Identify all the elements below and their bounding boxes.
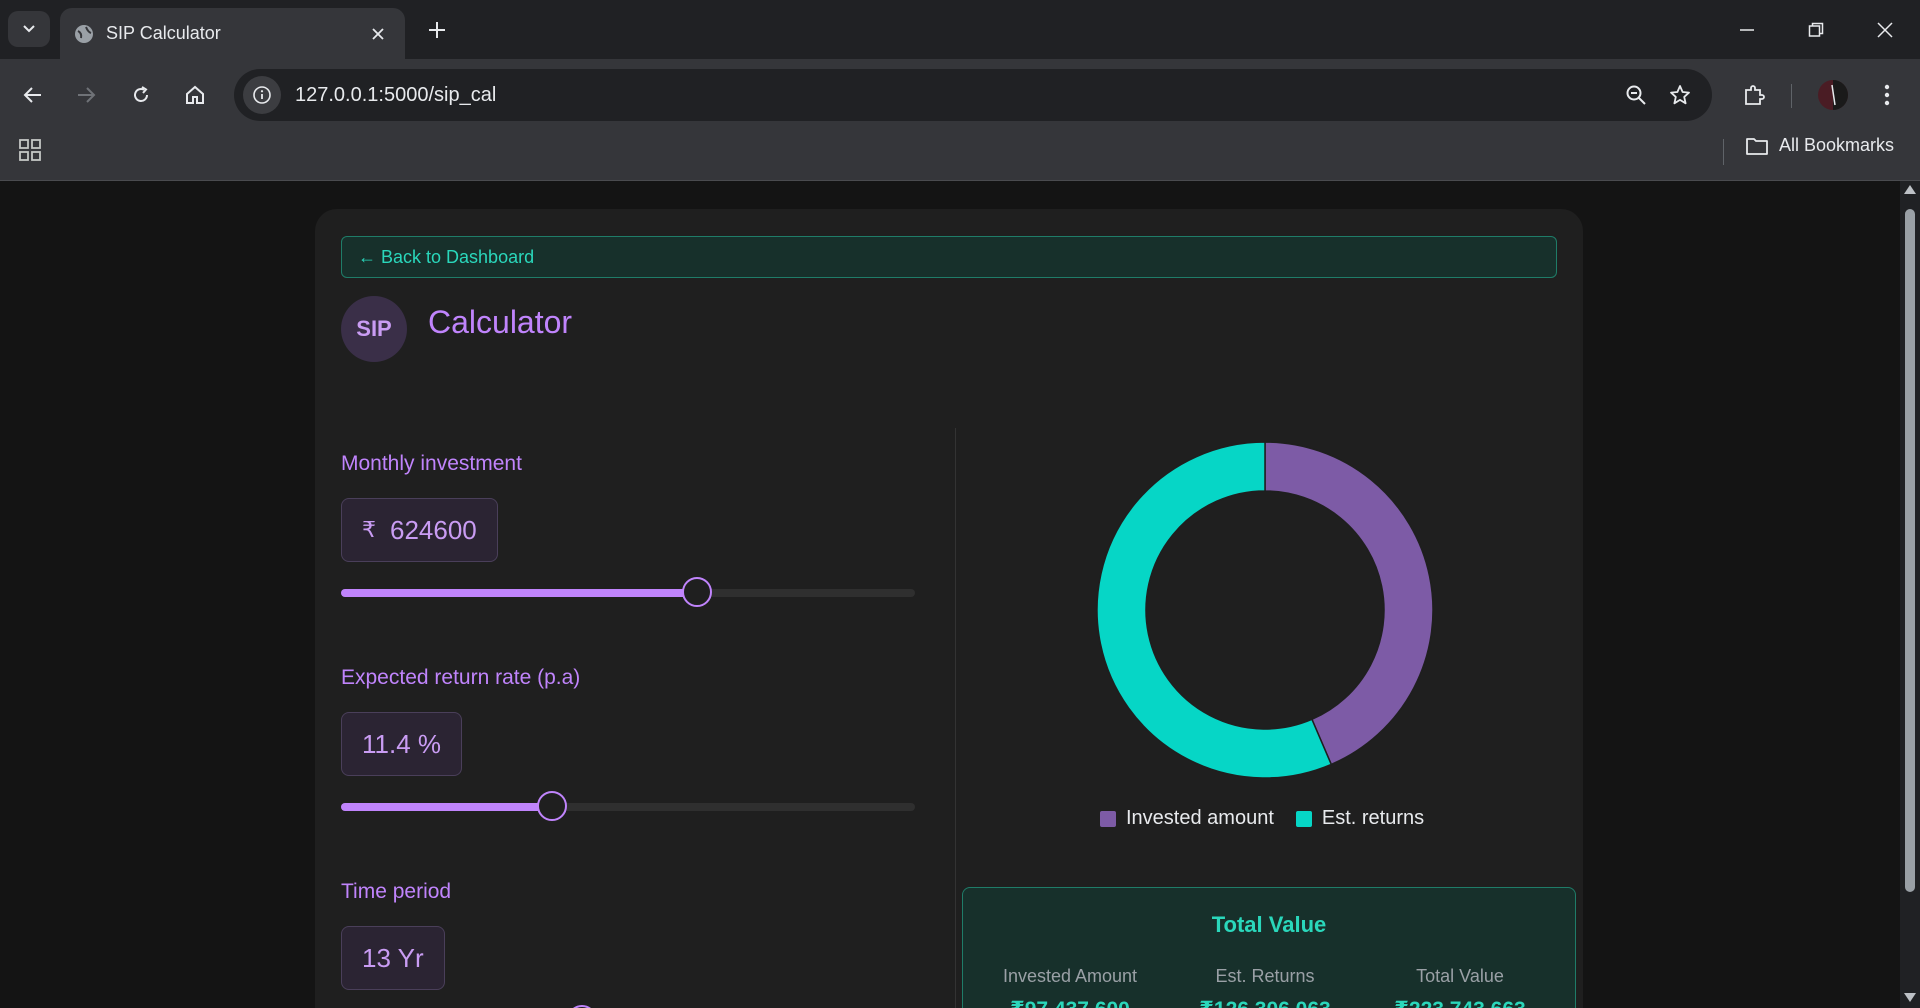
legend-swatch-invested	[1100, 810, 1116, 827]
chart-legend: Invested amount Est. returns	[1100, 807, 1424, 830]
summary-invested-value: ₹97,437,600	[970, 997, 1170, 1008]
summary-invested-label: Invested Amount	[1002, 966, 1138, 986]
donut-slice-returns[interactable]	[1096, 441, 1333, 779]
zoom-button[interactable]	[1614, 75, 1658, 115]
zoom-out-icon	[1626, 85, 1646, 105]
summary-returns-value: ₹126,306,063	[1165, 997, 1365, 1008]
summary-returns-label: Est. Returns	[1215, 966, 1315, 986]
slider-thumb[interactable]	[536, 791, 567, 821]
summary-title: Total Value	[1211, 912, 1327, 937]
back-to-dashboard-link[interactable]: ← Back to Dashboard	[341, 236, 1557, 278]
bookmarks-separator	[1723, 139, 1724, 165]
tab-search-button[interactable]	[8, 11, 50, 47]
star-icon	[1670, 85, 1690, 105]
all-bookmarks-button[interactable]: All Bookmarks	[1745, 135, 1894, 156]
sip-donut-chart	[1096, 441, 1434, 779]
reload-icon	[134, 86, 148, 102]
profile-button[interactable]	[1813, 75, 1853, 115]
time-period-input[interactable]: 13 Yr	[341, 926, 445, 990]
column-divider	[955, 428, 956, 1008]
sip-badge: SIP	[341, 296, 407, 362]
menu-button[interactable]	[1867, 75, 1907, 115]
arrow-right-icon	[78, 87, 96, 103]
more-vertical-icon	[1884, 84, 1890, 106]
return-rate-input[interactable]: 11.4 %	[341, 712, 463, 776]
currency-symbol: ₹	[362, 517, 376, 542]
close-icon	[372, 27, 384, 40]
return-rate-value: 11.4 %	[362, 728, 442, 759]
arrow-left-icon	[23, 87, 41, 103]
url-text[interactable]: 127.0.0.1:5000/sip_cal	[295, 83, 497, 106]
tab-strip: SIP Calculator	[0, 0, 1920, 59]
monthly-investment-input[interactable]: ₹ 624600	[341, 498, 498, 562]
donut-slice-invested[interactable]	[1264, 441, 1434, 766]
address-bar[interactable]: 127.0.0.1:5000/sip_cal	[234, 69, 1712, 121]
bookmark-star-button[interactable]	[1658, 75, 1702, 115]
home-icon	[186, 85, 204, 104]
tab-title: SIP Calculator	[106, 23, 221, 43]
legend-swatch-returns	[1295, 810, 1312, 827]
total-value-summary: Total Value Invested Amount ₹97,437,600 …	[962, 887, 1576, 1008]
return-rate-label: Expected return rate (p.a)	[341, 666, 581, 689]
page-title: Calculator	[428, 304, 573, 340]
tab-close-button[interactable]	[365, 21, 391, 47]
time-period-value: 13 Yr	[362, 942, 424, 973]
bookmarks-bar: All Bookmarks	[0, 121, 1920, 181]
close-window-button[interactable]	[1860, 10, 1910, 50]
new-tab-button[interactable]	[420, 13, 454, 47]
close-icon	[1877, 22, 1893, 38]
info-icon	[253, 86, 271, 104]
slider-fill	[341, 589, 697, 597]
apps-grid-icon	[19, 139, 41, 161]
return-rate-slider[interactable]	[341, 791, 915, 821]
home-button[interactable]	[175, 75, 215, 115]
minimize-button[interactable]	[1722, 10, 1772, 50]
apps-button[interactable]	[16, 136, 44, 164]
scroll-down-arrow[interactable]	[1904, 993, 1916, 1002]
puzzle-icon	[1745, 85, 1765, 105]
summary-invested: Invested Amount ₹97,437,600	[970, 966, 1170, 1008]
scroll-up-arrow[interactable]	[1904, 185, 1916, 194]
minimize-icon	[1740, 29, 1754, 31]
back-button[interactable]	[13, 75, 53, 115]
reload-button[interactable]	[121, 75, 161, 115]
monthly-investment-value: 624600	[390, 514, 477, 545]
legend-invested[interactable]: Invested amount	[1100, 807, 1274, 830]
summary-returns: Est. Returns ₹126,306,063	[1165, 966, 1365, 1008]
scroll-thumb[interactable]	[1905, 209, 1915, 892]
page-viewport: ← Back to Dashboard SIP Calculator Month…	[0, 181, 1900, 1008]
folder-icon	[1746, 137, 1768, 155]
chevron-down-icon	[23, 25, 35, 33]
legend-label-returns: Est. returns	[1321, 807, 1425, 829]
monthly-investment-label: Monthly investment	[341, 452, 522, 475]
restore-icon	[1808, 22, 1824, 37]
calculator-card: ← Back to Dashboard SIP Calculator Month…	[315, 209, 1583, 1008]
extensions-button[interactable]	[1734, 75, 1774, 115]
plus-icon	[429, 22, 445, 38]
globe-icon	[75, 24, 93, 43]
restore-button[interactable]	[1791, 10, 1841, 50]
monthly-investment-slider[interactable]	[341, 577, 915, 607]
all-bookmarks-label: All Bookmarks	[1779, 135, 1895, 155]
forward-button[interactable]	[66, 75, 106, 115]
slider-fill	[341, 803, 552, 811]
summary-total-label: Total Value	[1416, 966, 1504, 986]
active-tab[interactable]: SIP Calculator	[60, 8, 405, 59]
time-period-label: Time period	[341, 880, 452, 903]
legend-returns[interactable]: Est. returns	[1295, 807, 1425, 830]
summary-total: Total Value ₹223,743,663	[1360, 966, 1560, 1008]
toolbar-separator	[1791, 84, 1792, 108]
avatar	[1818, 80, 1848, 110]
site-info-button[interactable]	[243, 76, 281, 114]
page-scrollbar[interactable]	[1900, 181, 1920, 1008]
legend-label-invested: Invested amount	[1126, 807, 1274, 829]
slider-thumb[interactable]	[681, 577, 712, 607]
summary-total-value: ₹223,743,663	[1360, 997, 1560, 1008]
